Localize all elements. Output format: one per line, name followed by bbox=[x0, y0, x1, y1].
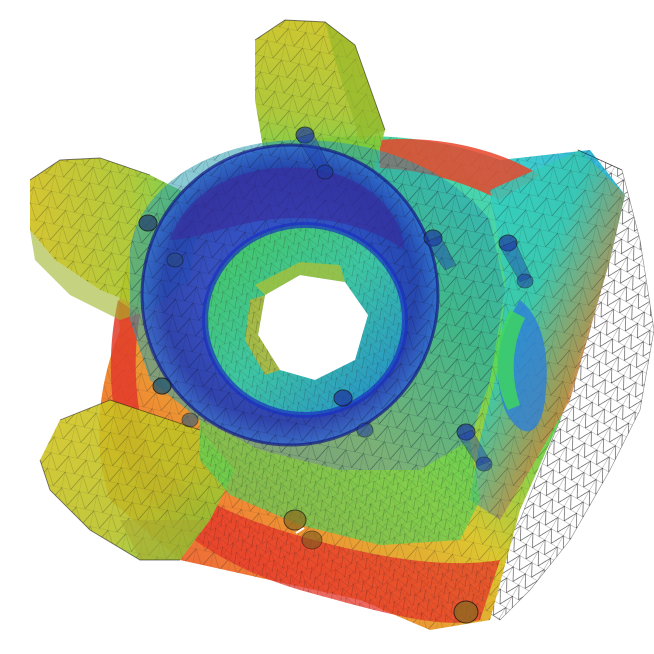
bolt-hole-right-b bbox=[498, 234, 534, 289]
bolt-hole-bottom-a bbox=[283, 509, 323, 550]
bolt-hole-right-a bbox=[423, 229, 457, 271]
arm-bottom-left bbox=[40, 400, 235, 560]
bolt-hole-center-a bbox=[333, 389, 374, 438]
bolt-hole-left-b bbox=[152, 377, 199, 428]
bolt-hole-left-a bbox=[138, 214, 184, 268]
center-bore-hole bbox=[245, 262, 368, 380]
bolt-hole-bottom-b bbox=[453, 600, 479, 624]
edge-outlines bbox=[29, 19, 623, 561]
bolt-hole-right-c bbox=[456, 423, 493, 472]
bolt-holes bbox=[138, 126, 534, 624]
bolt-hole-top bbox=[295, 126, 334, 180]
